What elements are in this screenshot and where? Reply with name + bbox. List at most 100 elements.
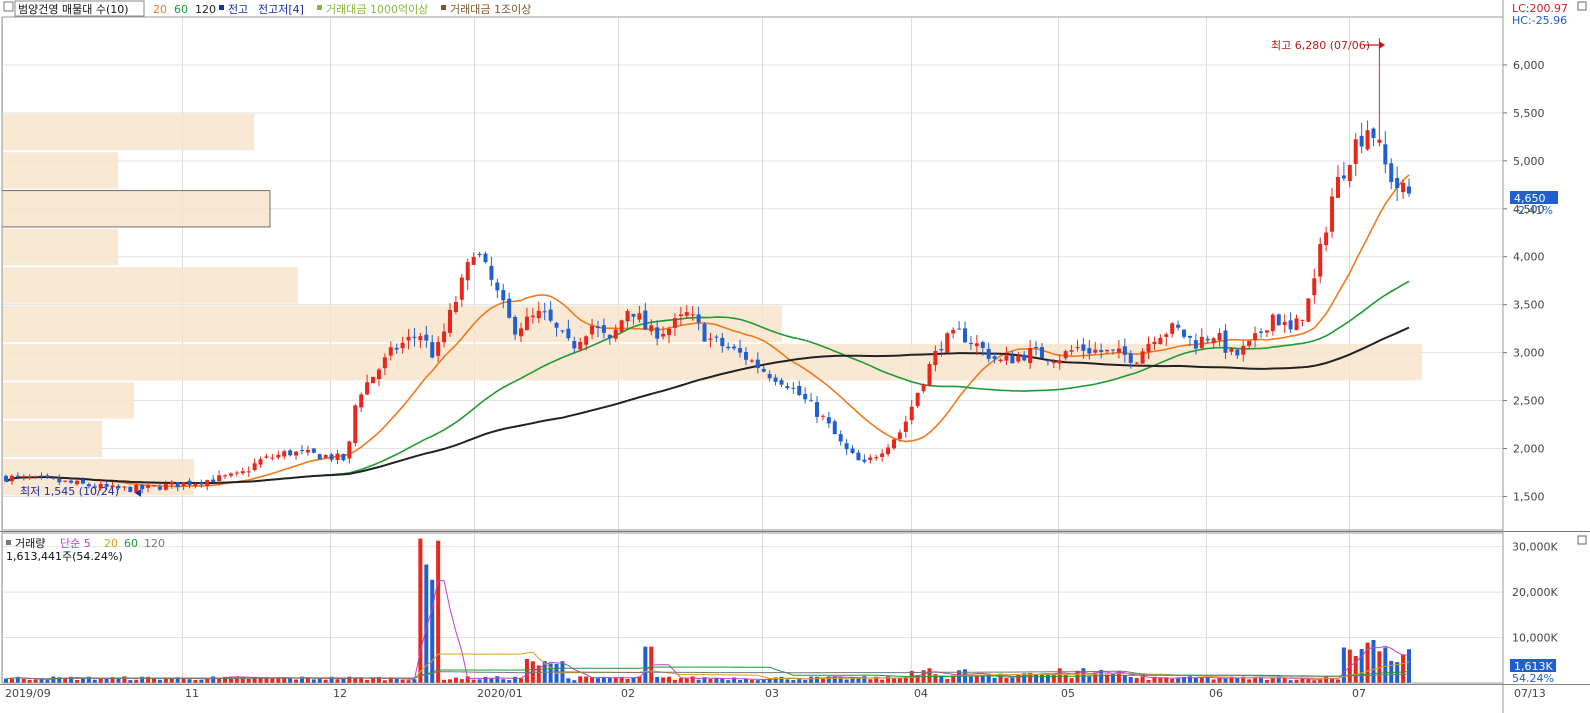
candle-body: [891, 439, 896, 449]
candle-body: [1045, 360, 1050, 362]
candle: [359, 392, 364, 412]
candle: [140, 484, 145, 494]
volume-bar: [459, 679, 464, 683]
candle: [1022, 351, 1027, 362]
volume-bar: [299, 676, 304, 683]
candle-body: [1187, 335, 1192, 338]
panel-menu-icon[interactable]: [1577, 535, 1587, 545]
volume-bar: [939, 675, 944, 683]
candle: [672, 313, 677, 336]
candle: [317, 453, 322, 460]
candle: [826, 411, 831, 428]
volume-bar: [779, 676, 784, 683]
candle: [1259, 328, 1264, 338]
candle-body: [974, 343, 979, 347]
vol-ma-20-label[interactable]: 20: [104, 537, 118, 550]
candle-body: [702, 324, 707, 342]
candle: [199, 479, 204, 488]
indicator-value-1000[interactable]: 거래대금 1000억이상: [326, 3, 428, 16]
candle: [690, 305, 695, 321]
candle: [613, 324, 618, 343]
volume-title[interactable]: 거래량: [15, 537, 45, 550]
candle: [1359, 122, 1364, 154]
ma-20-label[interactable]: 20: [153, 3, 167, 16]
candle-body: [483, 253, 488, 263]
candle-body: [1099, 350, 1104, 352]
ma-60-label[interactable]: 60: [174, 3, 188, 16]
candle-body: [459, 277, 464, 300]
candle: [1193, 333, 1198, 355]
date-label: 02: [621, 687, 635, 700]
candle-body: [412, 336, 417, 338]
volume-sma-label[interactable]: 단순 5: [60, 537, 91, 550]
candle-body: [903, 421, 908, 432]
candle: [998, 358, 1003, 363]
volume-bar: [9, 677, 14, 683]
candle: [483, 251, 488, 264]
candle: [891, 438, 896, 451]
candle-body: [595, 326, 600, 329]
volume-bar: [495, 676, 500, 683]
candle: [69, 478, 74, 484]
vol-ma-60-label[interactable]: 60: [124, 537, 138, 550]
volume-bar: [667, 676, 672, 683]
title-box[interactable]: [14, 0, 145, 17]
candle: [1235, 348, 1240, 359]
candle-body: [104, 483, 109, 487]
candle-body: [9, 475, 14, 482]
volume-bar: [264, 677, 269, 683]
candle-body: [1341, 175, 1346, 179]
indicator-prev-high[interactable]: 전고: [228, 3, 248, 16]
candle: [501, 283, 506, 309]
volume-bar: [1383, 647, 1388, 683]
candle: [791, 382, 796, 394]
candle: [1105, 349, 1110, 354]
candle: [175, 481, 180, 492]
indicator-bullet-icon: [317, 5, 322, 10]
candle-body: [619, 320, 624, 332]
candle: [258, 456, 263, 468]
candle: [169, 480, 174, 489]
volume-bar: [868, 679, 873, 683]
candle-body: [1028, 348, 1033, 364]
candle-body: [134, 485, 139, 493]
volume-bar: [927, 668, 932, 683]
indicator-value-1jo[interactable]: 거래대금 1조이상: [450, 3, 531, 16]
volume-bar: [151, 677, 156, 683]
candle: [607, 334, 612, 345]
candle-body: [590, 325, 595, 335]
vol-ma-120-label[interactable]: 120: [144, 537, 165, 550]
candle-body: [1300, 319, 1305, 321]
candle-body: [110, 485, 115, 488]
candle-body: [767, 374, 772, 379]
volume-bar: [856, 678, 861, 683]
candle-body: [75, 480, 80, 485]
volume-bar: [365, 679, 370, 683]
price-tick-label: 2,000: [1513, 442, 1545, 455]
candle-body: [1276, 314, 1281, 326]
candle-body: [116, 485, 121, 489]
indicator-prev-highlow[interactable]: 전고저[4]: [258, 3, 304, 16]
volume-bar: [27, 679, 32, 683]
candle-body: [418, 336, 423, 341]
candle-body: [566, 328, 571, 339]
date-label: 05: [1061, 687, 1075, 700]
candle: [1371, 127, 1376, 147]
candle: [1341, 161, 1346, 182]
candle-body: [1087, 348, 1092, 354]
candle: [418, 332, 423, 349]
candle: [986, 342, 991, 363]
volume-bar: [1205, 677, 1210, 683]
ma-120-label[interactable]: 120: [195, 3, 216, 16]
volume-bar: [471, 679, 476, 683]
candle-body: [264, 456, 269, 458]
candle-body: [1004, 355, 1009, 361]
candle: [643, 302, 648, 330]
volume-ma-line-5: [5, 580, 1410, 681]
candle: [453, 295, 458, 315]
panel-menu-icon[interactable]: [1577, 1, 1587, 11]
volume-bar: [223, 676, 228, 683]
candle: [1270, 313, 1275, 336]
legend-box-icon[interactable]: [3, 1, 14, 12]
